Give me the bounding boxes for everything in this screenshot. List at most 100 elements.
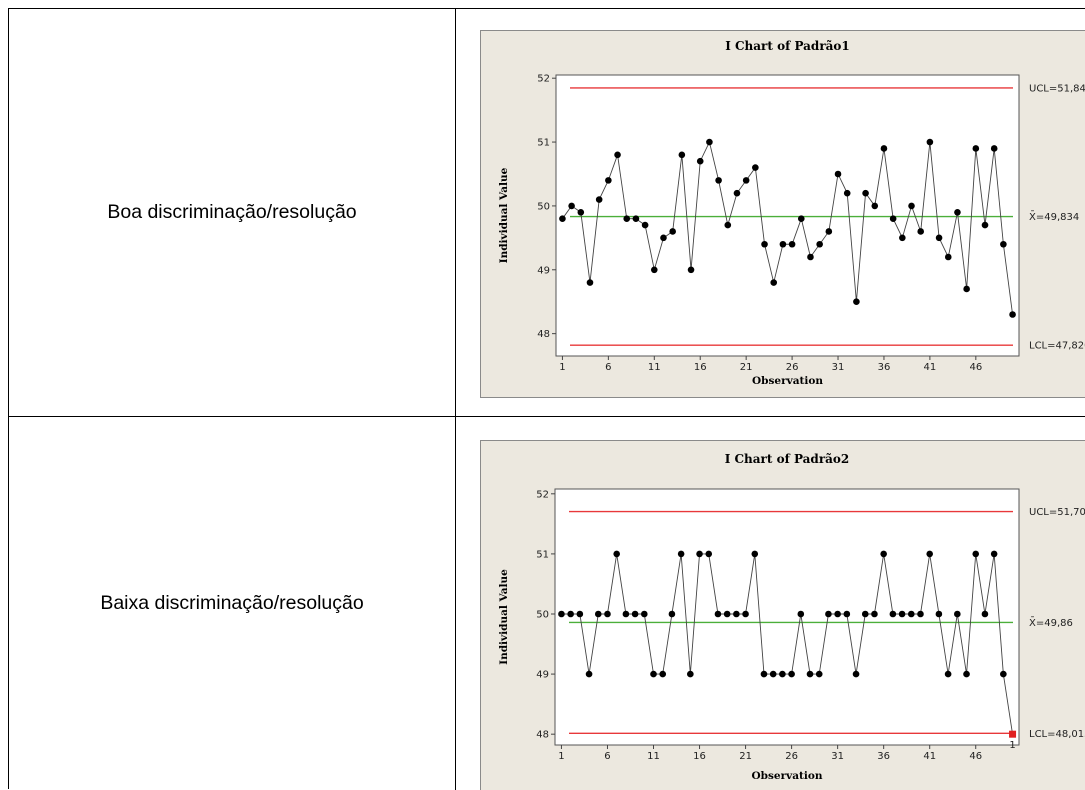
lcl-line-label: LCL=47,820 [1029, 341, 1085, 352]
y-axis-title: Individual Value [498, 569, 510, 665]
x-tick-label: 6 [605, 362, 611, 373]
data-point [779, 240, 787, 248]
data-point [889, 610, 897, 618]
data-point [770, 279, 778, 286]
x-tick-label: 36 [877, 751, 890, 762]
y-tick-label: 48 [536, 730, 549, 741]
data-point [631, 610, 639, 618]
y-tick-label: 51 [537, 138, 550, 149]
data-point [926, 550, 933, 558]
row-label-cell: Boa discriminação/resolução [9, 9, 456, 416]
data-point [779, 670, 786, 678]
data-point [907, 610, 915, 618]
data-point [1009, 311, 1016, 318]
data-point [696, 550, 703, 558]
data-point [577, 209, 585, 216]
data-point [659, 670, 667, 678]
data-point [650, 266, 658, 274]
data-point [567, 610, 574, 618]
data-point [944, 253, 952, 261]
x-tick-label: 41 [924, 362, 937, 373]
data-point [1000, 240, 1007, 248]
y-tick-label: 49 [536, 670, 549, 681]
data-point [751, 550, 759, 558]
y-tick-label: 52 [537, 74, 550, 85]
data-point [871, 610, 878, 618]
data-point [632, 215, 640, 222]
data-point [595, 196, 603, 203]
x-tick-label: 46 [969, 751, 982, 762]
x-tick-label: 11 [648, 362, 661, 373]
y-axis-title: Individual Value [498, 167, 510, 263]
data-point [944, 670, 952, 678]
data-point [705, 550, 713, 558]
x-tick-label: 1 [558, 751, 564, 762]
data-point [760, 670, 768, 678]
data-point [807, 253, 814, 261]
data-point [843, 189, 851, 197]
chart-cell: I Chart of Padrão2 48 49 50 51 52 1 6 11 16 21 26 31… [456, 417, 1085, 790]
data-point [825, 228, 833, 235]
data-point [806, 670, 814, 678]
data-point [926, 138, 934, 146]
data-point [815, 670, 823, 678]
data-point [594, 610, 602, 618]
data-point [852, 670, 860, 678]
data-point [605, 177, 612, 184]
x-axis-title: Observation [752, 770, 823, 782]
data-point [660, 234, 667, 242]
center-line-label: X̄=49,86 [1029, 616, 1073, 629]
x-tick-label: 41 [923, 751, 936, 762]
data-point [880, 145, 888, 152]
data-point [723, 610, 731, 618]
data-point [733, 189, 741, 197]
data-point [614, 151, 621, 159]
x-tick-label: 1 [559, 362, 565, 373]
data-point [724, 221, 732, 229]
data-point [687, 670, 694, 678]
x-tick-label: 16 [694, 362, 707, 373]
data-point [954, 610, 961, 618]
row-label: Baixa discriminação/resolução [100, 592, 364, 614]
data-point [954, 209, 961, 216]
plot-area [555, 74, 1020, 357]
y-tick-label: 48 [537, 329, 550, 340]
data-point [935, 610, 943, 618]
x-tick-label: 11 [647, 751, 660, 762]
data-point [834, 610, 841, 618]
data-point [733, 610, 740, 618]
data-point [585, 670, 593, 678]
data-point [990, 145, 998, 152]
data-point [568, 202, 575, 210]
data-point [622, 610, 630, 618]
data-point [853, 298, 860, 306]
data-point [898, 610, 906, 618]
data-point [623, 215, 631, 222]
data-point [576, 610, 584, 618]
data-point [788, 670, 795, 678]
data-point [861, 610, 869, 618]
data-point [613, 550, 620, 558]
lcl-line-label: LCL=48,015 [1029, 729, 1085, 740]
data-point [706, 138, 713, 146]
data-point [788, 240, 796, 248]
data-point [843, 610, 851, 618]
data-point [972, 550, 980, 558]
ucl-line-label: UCL=51,848 [1029, 83, 1085, 94]
x-tick-label: 46 [969, 362, 982, 373]
data-point [963, 670, 970, 678]
data-point [714, 610, 722, 618]
out-of-control-point [1009, 730, 1017, 738]
chart-cell: I Chart of Padrão1 48 49 50 51 52 1 6 11 16 21 26 31… [456, 9, 1085, 416]
data-point [981, 221, 989, 229]
data-point [963, 285, 970, 293]
data-point [742, 177, 750, 184]
data-point [834, 170, 842, 178]
data-point [972, 145, 980, 152]
x-tick-label: 31 [832, 362, 845, 373]
data-point [677, 550, 685, 558]
data-point [761, 240, 768, 248]
out-of-control-marker: 1 [1009, 740, 1015, 751]
